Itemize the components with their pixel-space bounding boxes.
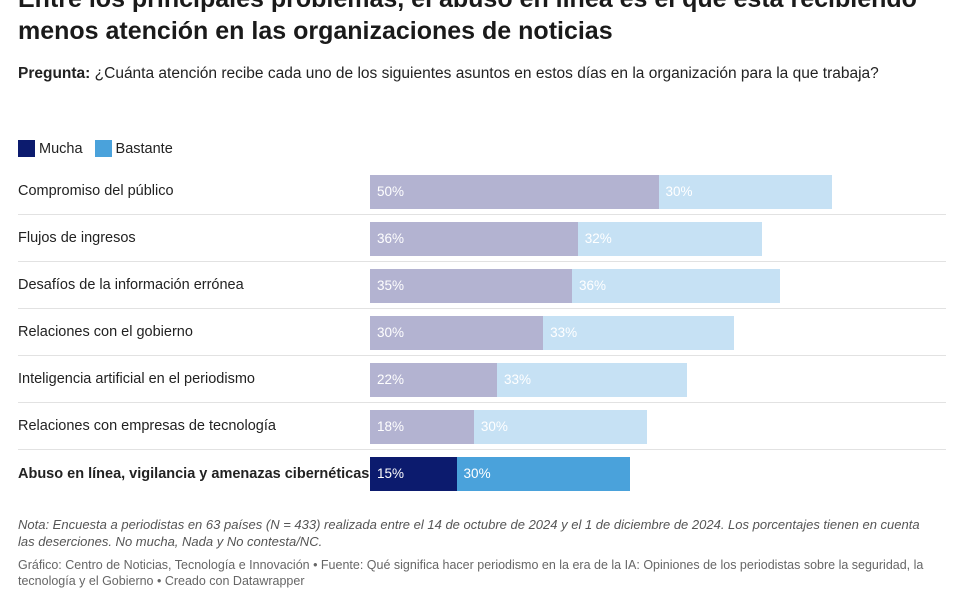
- legend-label-mucha: Mucha: [39, 140, 83, 157]
- bar-row: Compromiso del público 50% 30%: [18, 168, 946, 215]
- category-label: Inteligencia artificial en el periodismo: [18, 371, 255, 387]
- legend-swatch-mucha: [18, 140, 35, 157]
- bar-mucha: 35%: [370, 269, 572, 303]
- question: Pregunta: ¿Cuánta atención recibe cada u…: [18, 64, 948, 84]
- bar-mucha: 15%: [370, 457, 457, 491]
- category-label: Compromiso del público: [18, 183, 174, 199]
- category-label: Relaciones con el gobierno: [18, 324, 193, 340]
- bar-bastante: 33%: [496, 363, 688, 397]
- category-label: Abuso en línea, vigilancia y amenazas ci…: [18, 465, 370, 482]
- category-label: Relaciones con empresas de tecnología: [18, 418, 276, 434]
- bar-mucha: 50%: [370, 175, 659, 209]
- bar-mucha: 22%: [370, 363, 497, 397]
- legend-swatch-bastante: [94, 140, 112, 157]
- bar-bastante: 33%: [543, 316, 734, 350]
- bar-row: Abuso en línea, vigilancia y amenazas ci…: [18, 450, 946, 497]
- bar-row: Relaciones con el gobierno 30% 33%: [18, 309, 946, 356]
- bar-row: Inteligencia artificial en el periodismo…: [18, 356, 946, 403]
- bar-row: Relaciones con empresas de tecnología 18%…: [18, 403, 946, 450]
- category-label: Flujos de ingresos: [18, 230, 136, 246]
- bar-mucha: 18%: [370, 410, 474, 444]
- legend-label-bastante: Bastante: [115, 140, 173, 157]
- bar-mucha: 36%: [370, 222, 578, 256]
- question-text: ¿Cuánta atención recibe cada uno de los …: [94, 65, 879, 82]
- legend-item-bastante: Bastante: [94, 140, 173, 157]
- chart-source: Gráfico: Centro de Noticias, Tecnología …: [18, 558, 924, 588]
- bar-row: Desafíos de la información errónea 35% 36%: [18, 262, 946, 309]
- bar-bastante: 32%: [577, 222, 763, 256]
- bar-row: Flujos de ingresos 36% 32%: [18, 215, 946, 262]
- bar-bastante: 30%: [456, 457, 630, 491]
- bar-mucha: 30%: [370, 316, 544, 350]
- legend-item-mucha: Mucha: [18, 140, 83, 157]
- question-label: Pregunta:: [18, 65, 91, 82]
- chart-note: Nota: Encuesta a periodistas en 63 paíse…: [18, 517, 920, 549]
- legend: Mucha Bastante: [18, 140, 185, 157]
- chart-title: Entre los principales problemas, el abus…: [18, 0, 917, 45]
- category-label: Desafíos de la información errónea: [18, 277, 244, 293]
- bar-bastante: 30%: [473, 410, 647, 444]
- bar-bastante: 30%: [658, 175, 832, 209]
- bar-bastante: 36%: [571, 269, 780, 303]
